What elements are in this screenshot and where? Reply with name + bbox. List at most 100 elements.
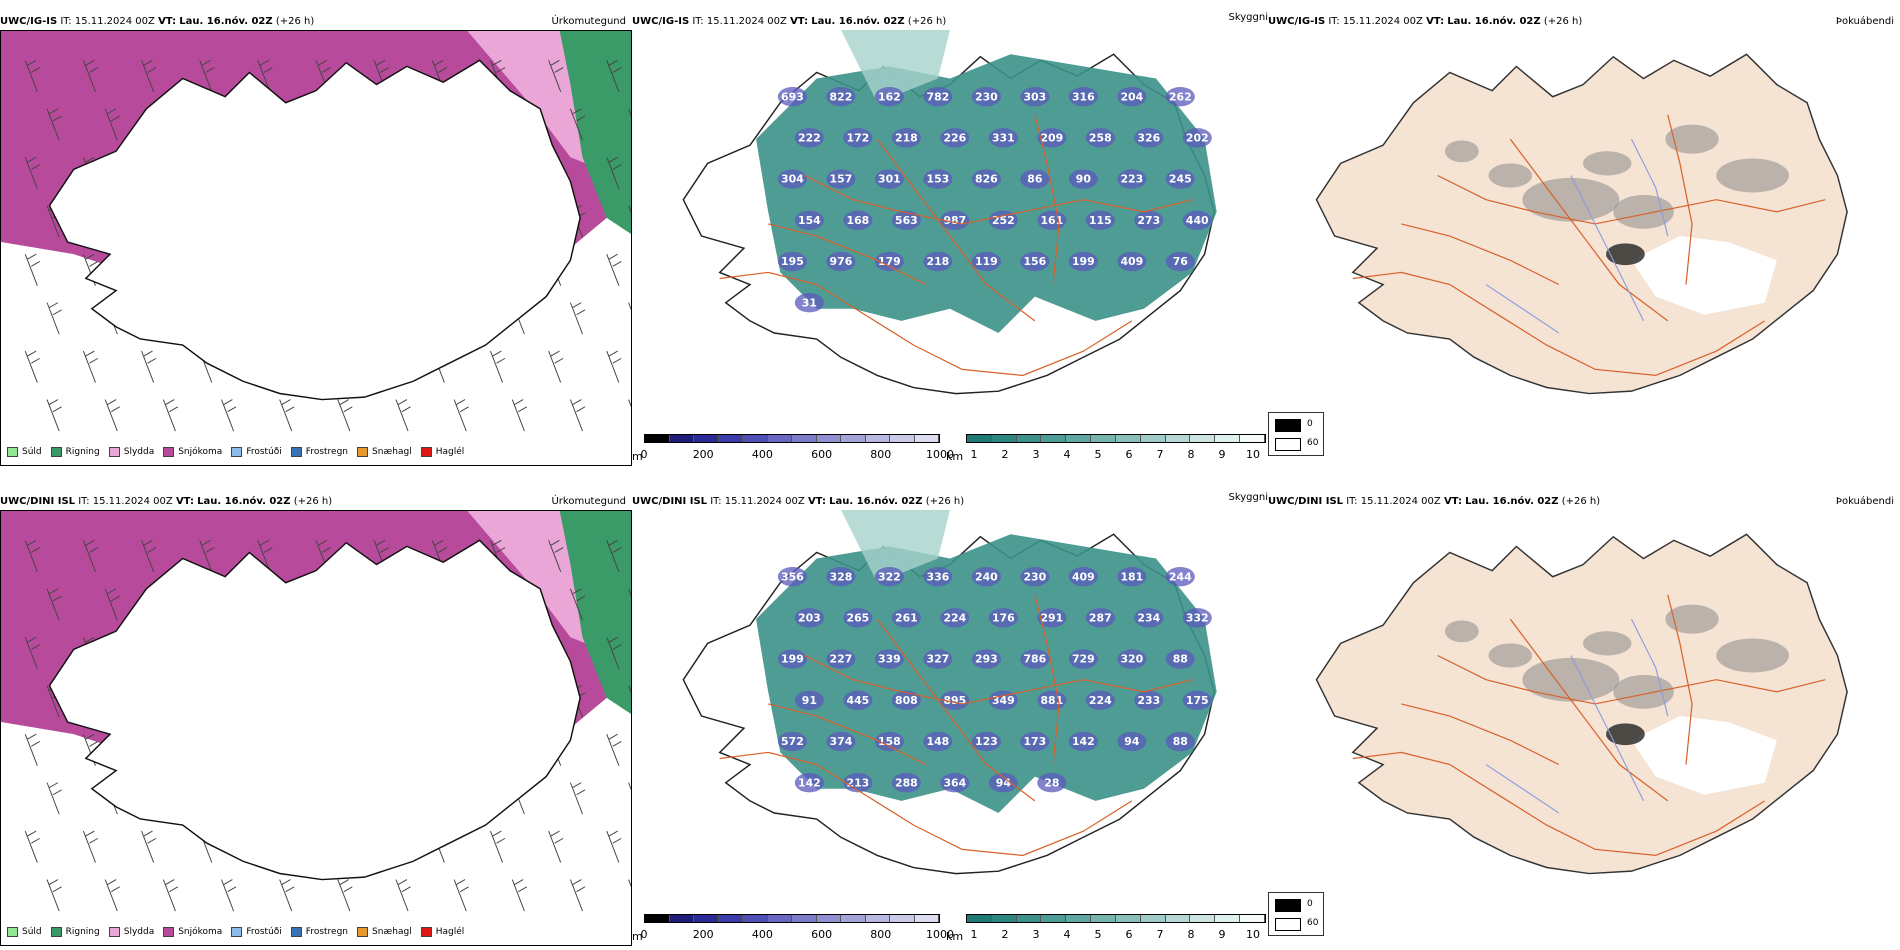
colorbar-cell: [1140, 915, 1166, 922]
model-name: UWC/DINI ISL: [632, 496, 708, 507]
cloud-base-blob: [1117, 566, 1147, 587]
cloud-base-value: 31: [802, 296, 817, 309]
cloud-base-blob: [923, 649, 953, 669]
fog-index-panel: UWC/IG-IS IT: 15.11.2024 00Z VT: Lau. 16…: [1268, 14, 1898, 466]
cloud-base-blob: [1037, 128, 1067, 148]
cloud-base-blob: [1068, 86, 1098, 107]
legend-item: Frostregn: [290, 927, 349, 937]
colorbar-cell: [1215, 915, 1241, 922]
legend-swatch: [163, 927, 175, 937]
wind-barb: [257, 539, 273, 573]
fog-shading: [1613, 194, 1674, 229]
legend-item: Súld: [7, 927, 42, 937]
colorbar-cell: [1165, 435, 1191, 442]
visibility-tick: 4: [1063, 928, 1071, 941]
cloud-base-value: 293: [975, 653, 998, 666]
cloud-base-blob: [843, 128, 873, 148]
legend-item: Snæhagl: [357, 927, 412, 937]
fog-panel-title: Þokuábendi: [1835, 496, 1894, 507]
cloud-base-value: 224: [1089, 694, 1112, 707]
cloud-base-value: 356: [781, 570, 804, 583]
cloud-base-blob: [777, 649, 807, 669]
fog-shading: [1716, 158, 1789, 193]
cloud-base-value: 822: [830, 90, 853, 103]
legend-label: Súld: [22, 927, 42, 937]
rain-area: [559, 511, 631, 714]
cloud-base-value: 157: [830, 173, 853, 186]
cloud-base-blob: [1085, 690, 1115, 710]
wind-barb: [511, 879, 528, 912]
cloud-base-blob: [1134, 608, 1164, 628]
legend-swatch: [290, 447, 302, 457]
cloud-base-blob: [1020, 566, 1050, 587]
visibility-tick: 2: [1001, 448, 1009, 461]
cloud-base-blob: [794, 608, 824, 628]
cloud-base-blob: [794, 773, 824, 793]
road-line: [1509, 618, 1669, 802]
cloud-base-value: 808: [895, 694, 918, 707]
cloud-base-value: 86: [1027, 173, 1042, 186]
cloud-base-value: 218: [927, 255, 950, 268]
cloud-map: 356 328 322 336 240 230 409 181 244 203 265 261 224 1…: [634, 510, 1266, 910]
precip-type-panel: UWC/IG-IS IT: 15.11.2024 00Z VT: Lau. 16…: [0, 14, 632, 466]
precip-map: [1, 511, 631, 916]
cloud-base-blob: [1117, 86, 1147, 107]
cloud-map: 693 822 162 782 230 303 316 204 262 222 172 218 226 3…: [634, 30, 1266, 430]
road-line: [1401, 703, 1560, 766]
wind-barb: [569, 588, 586, 621]
fog-shading: [1665, 604, 1719, 634]
wind-barb: [24, 830, 41, 863]
cloud-base-blob: [1182, 210, 1212, 230]
vt-value: Lau. 16.nóv. 02Z: [179, 16, 273, 27]
cloud-base-blob: [826, 169, 856, 189]
colorbar-cell: [1091, 435, 1116, 442]
visibility-tick: 10: [1246, 928, 1260, 941]
cloud-base-blob: [1085, 608, 1115, 628]
legend-swatch: [231, 927, 243, 937]
colorbar-cell: [991, 435, 1017, 442]
cloud-base-value: 786: [1023, 653, 1046, 666]
cloud-base-blob: [874, 731, 904, 752]
legend-swatch: [50, 447, 62, 457]
low-visibility-area: [756, 54, 1217, 334]
cloud-base-blob: [1134, 210, 1164, 230]
colorbar-cell: [991, 915, 1017, 922]
legend-swatch: [420, 927, 432, 937]
legend-label: Frostregn: [305, 927, 349, 937]
cloud-base-value: 693: [781, 90, 804, 103]
cloud-base-value: 291: [1040, 612, 1063, 625]
cloud-base-value: 328: [830, 570, 853, 583]
visibility-strip: [966, 434, 1266, 443]
legend-item: Rigning: [50, 927, 100, 937]
cloud-base-value: 301: [878, 173, 901, 186]
cloud-base-value: 265: [847, 612, 870, 625]
fog-legend-label: 60: [1307, 918, 1319, 928]
cloud-base-blob: [777, 731, 807, 752]
wind-barb: [279, 879, 295, 912]
legend-swatch: [108, 447, 120, 457]
wind-barb: [628, 879, 631, 888]
road-line: [876, 138, 1036, 322]
cloud-base-value: 123: [975, 735, 998, 748]
cloud-base-value: 213: [847, 776, 870, 789]
fog-map-frame: [1268, 510, 1898, 930]
cloud-base-value: 320: [1120, 653, 1143, 666]
wind-barb: [548, 830, 564, 863]
cloud-base-value: 222: [798, 132, 821, 145]
cloud-base-value: 572: [781, 735, 804, 748]
lead-time: (+26 h): [275, 16, 315, 27]
legend-label: Snjókoma: [178, 927, 223, 937]
cloud-base-unit: m: [632, 930, 643, 943]
fog-legend: 0 60: [1268, 892, 1324, 936]
cloud-base-blob: [1117, 251, 1147, 272]
cloud-base-blob: [923, 251, 953, 272]
it-value: 15.11.2024 00Z: [1342, 16, 1423, 27]
legend-swatch: [50, 927, 62, 937]
it-label: IT:: [710, 496, 722, 507]
wind-barb: [395, 399, 411, 432]
colorbar-cell: [1190, 915, 1216, 922]
cloud-base-unit: m: [632, 450, 643, 463]
wind-barb: [569, 302, 586, 335]
cloud-base-blob: [891, 690, 921, 710]
cloud-base-blob: [1134, 128, 1164, 148]
